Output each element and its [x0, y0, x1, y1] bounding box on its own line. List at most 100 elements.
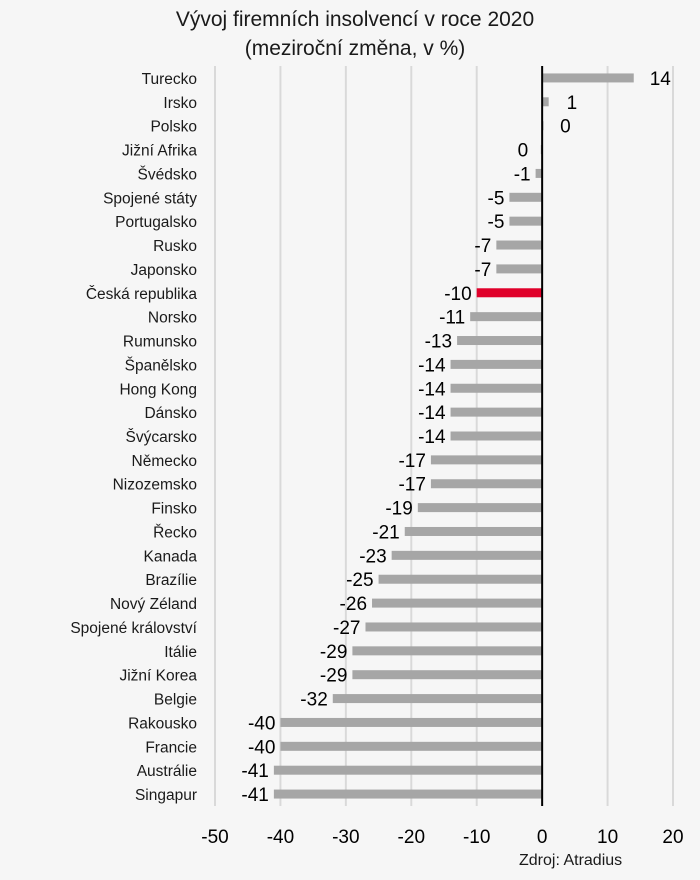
data-label: -32: [300, 690, 327, 711]
category-label: Švýcarsko: [126, 429, 198, 446]
category-label: Singapur: [135, 787, 197, 804]
data-label: 0: [560, 117, 571, 138]
data-label: -1: [514, 164, 531, 185]
category-label: Česká republika: [86, 286, 198, 303]
category-label: Irsko: [163, 95, 197, 112]
data-label: -25: [346, 570, 373, 591]
bar: [496, 264, 543, 274]
data-label: -14: [418, 403, 446, 424]
category-label: Portugalsko: [115, 214, 197, 231]
category-label: Itálie: [164, 644, 197, 661]
data-label: -26: [340, 594, 367, 615]
chart-subtitle: (meziroční změna, v %): [244, 37, 466, 60]
bar: [417, 503, 543, 513]
data-label: 1: [567, 93, 578, 114]
data-label: -7: [474, 260, 491, 281]
category-label: Brazílie: [145, 572, 197, 589]
data-label: -14: [418, 355, 446, 376]
category-label: Hong Kong: [119, 381, 197, 398]
category-label: Spojené státy: [103, 190, 197, 207]
category-label: Polsko: [150, 119, 197, 136]
category-label: Rumunsko: [123, 334, 197, 351]
bar: [273, 789, 543, 799]
data-label: -29: [320, 666, 347, 687]
data-label: -27: [333, 618, 360, 639]
bar: [450, 383, 543, 393]
bar: [365, 622, 543, 632]
data-label: -10: [444, 284, 471, 305]
bar: [430, 455, 543, 465]
bar: [450, 359, 543, 369]
bar: [404, 526, 543, 536]
bar-highlight: [476, 288, 543, 298]
category-label: Rusko: [153, 238, 197, 255]
bar: [372, 598, 543, 608]
bar: [352, 670, 543, 680]
x-tick-label: -20: [398, 827, 425, 848]
x-tick-label: -10: [463, 827, 490, 848]
bar: [391, 550, 543, 560]
source-note: Zdroj: Atradius: [519, 852, 623, 869]
x-tick-label: 0: [537, 827, 548, 848]
category-label: Španělsko: [125, 357, 197, 374]
data-label: -23: [359, 546, 386, 567]
data-label: -7: [474, 236, 491, 257]
bar: [457, 336, 543, 346]
category-label: Austrálie: [137, 763, 197, 780]
category-label: Nový Zéland: [110, 596, 197, 613]
category-label: Švédsko: [138, 166, 197, 183]
bar: [332, 694, 543, 704]
bar: [535, 168, 543, 178]
bar: [280, 741, 543, 751]
bar: [378, 574, 543, 584]
bar: [496, 240, 543, 250]
category-label: Kanada: [144, 548, 198, 565]
bar: [450, 407, 543, 417]
data-label: -40: [248, 713, 275, 734]
data-label: -5: [488, 188, 505, 209]
data-label: -13: [425, 332, 452, 353]
category-label: Spojené království: [70, 620, 197, 637]
category-label: Jižní Korea: [119, 668, 197, 685]
bar: [352, 646, 543, 656]
category-label: Nizozemsko: [113, 477, 197, 494]
data-label: 0: [518, 141, 529, 162]
x-tick-label: -30: [332, 827, 359, 848]
bar: [542, 73, 634, 83]
category-label: Německo: [132, 453, 197, 470]
x-tick-label: 10: [597, 827, 618, 848]
bar: [450, 431, 543, 441]
x-tick-label: 20: [662, 827, 683, 848]
data-label: -11: [439, 308, 465, 329]
bar: [470, 312, 543, 322]
category-label: Turecko: [142, 71, 197, 88]
data-label: -5: [488, 212, 505, 233]
x-tick-label: -50: [201, 827, 228, 848]
chart-title: Vývoj firemních insolvencí v roce 2020: [175, 8, 535, 31]
bar: [509, 216, 543, 226]
category-label: Belgie: [154, 692, 197, 709]
category-label: Jižní Afrika: [122, 143, 197, 160]
data-label: -40: [248, 737, 275, 758]
x-tick-label: -40: [267, 827, 294, 848]
category-label: Japonsko: [131, 262, 197, 279]
category-label: Řecko: [153, 524, 197, 541]
category-label: Norsko: [148, 310, 197, 327]
data-label: -29: [320, 642, 347, 663]
data-label: -41: [241, 761, 268, 782]
bar: [542, 97, 549, 107]
category-label: Finsko: [151, 501, 197, 518]
data-label: -17: [398, 475, 425, 496]
data-label: -41: [241, 785, 268, 806]
data-label: -19: [385, 499, 412, 520]
bar: [430, 479, 543, 489]
bar: [509, 192, 543, 202]
category-label: Francie: [145, 739, 197, 756]
bar: [280, 717, 543, 727]
data-label: -17: [398, 451, 425, 472]
category-label: Dánsko: [144, 405, 197, 422]
data-label: -14: [418, 427, 446, 448]
data-label: -21: [372, 522, 399, 543]
category-label: Rakousko: [128, 715, 197, 732]
